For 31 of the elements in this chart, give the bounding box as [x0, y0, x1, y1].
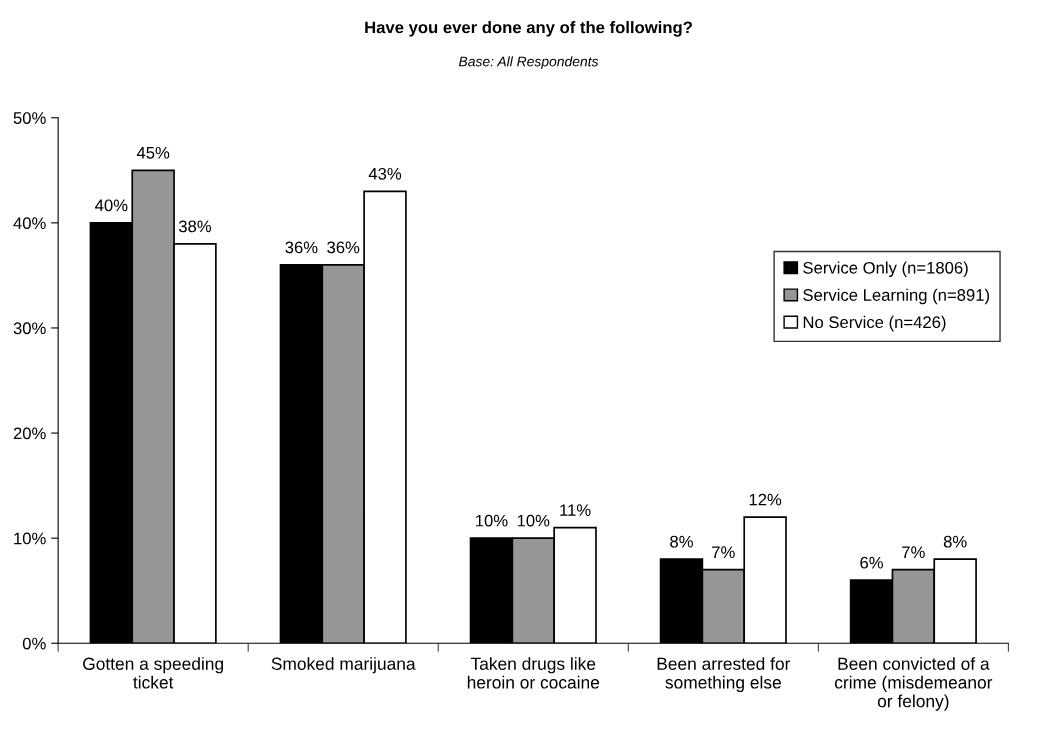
x-tick-label: Smoked marijuana: [271, 657, 416, 674]
text: 43%: [368, 167, 402, 180]
legend-label: Service Learning (n=891): [803, 288, 990, 305]
text: 7%: [902, 546, 925, 558]
text: 7%: [712, 546, 735, 558]
legend-label: Service Only (n=1806): [803, 261, 968, 277]
text: 8%: [670, 535, 693, 548]
text: 10%: [476, 514, 508, 527]
x-tick-label: Been convicted of a crime (misdemeanor or felony): [834, 657, 993, 711]
text: 11%: [560, 504, 591, 516]
chart-subtitle: Base: All Respondents: [458, 56, 599, 70]
text: 10%: [517, 514, 550, 527]
legend-label: No Service (n=426): [803, 315, 946, 332]
y-tick-label: 40%: [13, 217, 46, 230]
text: 12%: [749, 493, 782, 506]
text: 6%: [860, 556, 883, 569]
text: 36%: [327, 241, 360, 254]
text: 40%: [95, 199, 128, 212]
chart-title: Have you ever done any of the following?: [365, 21, 692, 37]
y-tick-label: 30%: [13, 322, 46, 335]
y-tick-label: 20%: [13, 427, 46, 440]
text: 38%: [178, 220, 212, 233]
text: 45%: [136, 146, 170, 159]
text: 36%: [285, 241, 318, 254]
y-tick-label: 50%: [13, 112, 46, 124]
y-tick-label: 0%: [22, 637, 46, 650]
x-tick-label: Gotten a speeding ticket: [83, 657, 223, 689]
x-tick-label: Taken drugs like heroin or cocaine: [467, 657, 600, 689]
text: 8%: [943, 535, 967, 548]
y-tick-label: 10%: [14, 532, 46, 545]
x-tick-label: Been arrested for something else: [657, 657, 791, 693]
